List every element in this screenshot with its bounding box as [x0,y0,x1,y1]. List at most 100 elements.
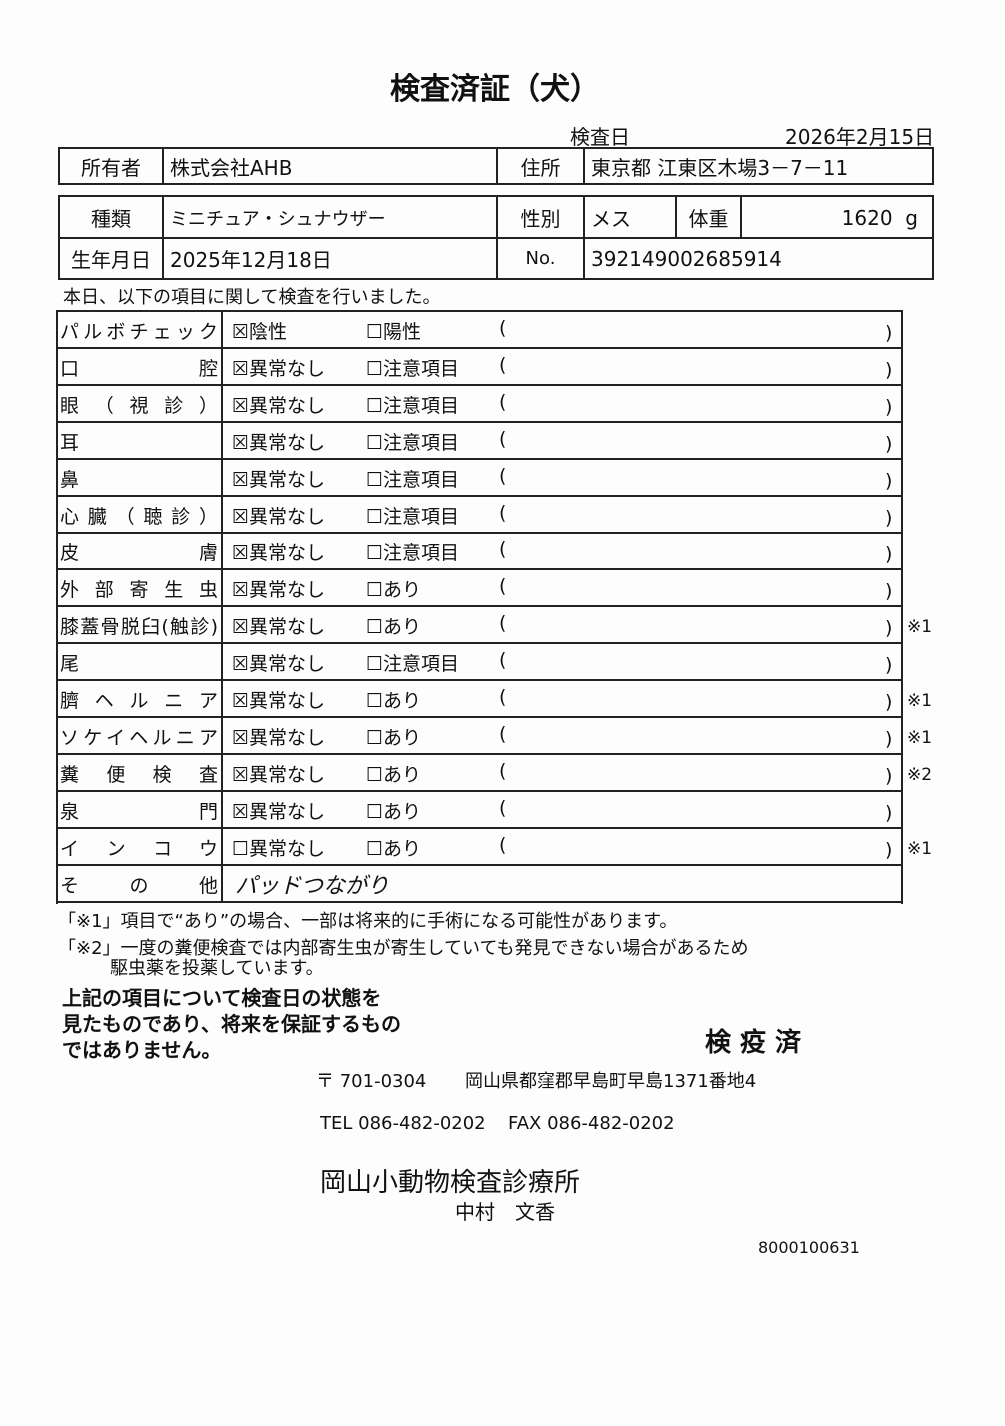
option-2[interactable]: ☐注意項目 [366,468,460,491]
checkbox-icon[interactable]: ☐ [366,431,384,454]
option-2[interactable]: ☐注意項目 [366,357,460,380]
checkbox-icon[interactable]: ☐ [366,653,384,676]
checkbox-icon[interactable]: ☐ [232,837,250,860]
exam-item-label: インコウ [60,837,218,860]
checkbox-icon[interactable]: ☐ [366,542,384,565]
checked-box-icon[interactable]: ☒ [232,505,250,528]
paren-close: ) [885,395,893,418]
checked-box-icon[interactable]: ☒ [232,616,250,639]
option-2[interactable]: ☐あり [366,690,422,712]
checkbox-icon[interactable]: ☐ [366,321,384,343]
paren-open: ( [499,427,507,450]
option-2[interactable]: ☐あり [366,763,422,786]
option-2[interactable]: ☐注意項目 [366,394,460,417]
checked-box-icon[interactable]: ☒ [232,726,250,749]
no-value: 392149002685914 [591,246,782,271]
option-2[interactable]: ☐あり [366,616,422,639]
option-2[interactable]: ☐注意項目 [366,542,460,565]
option-1[interactable]: ☒異常なし [232,579,326,602]
paren-close: ) [885,432,893,455]
checkbox-icon[interactable]: ☐ [366,505,384,528]
checked-box-icon[interactable]: ☒ [232,763,250,786]
paren-open: ( [499,686,507,708]
footnote-mark: ※1 [907,691,933,711]
option-2[interactable]: ☐あり [366,579,422,602]
checkbox-icon[interactable]: ☐ [366,468,384,491]
no-label: No. [498,239,585,278]
paren-close: ) [885,322,893,344]
footnote-mark: ※1 [907,838,933,859]
checked-box-icon[interactable]: ☒ [232,800,250,823]
address-value: 東京都 江東区木場3－7－11 [591,155,849,180]
option-1[interactable]: ☒異常なし [232,505,326,528]
option-1[interactable]: ☒異常なし [232,357,326,380]
option-2[interactable]: ☐あり [366,837,422,860]
checkbox-icon[interactable]: ☐ [366,726,384,749]
checked-box-icon[interactable]: ☒ [232,394,250,417]
checked-box-icon[interactable]: ☒ [232,468,250,491]
checked-box-icon[interactable]: ☒ [232,357,250,380]
paren-open: ( [499,833,507,856]
footnote-1: 「※1」項目で“あり”の場合、一部は将来的に手術になる可能性があります。 [58,911,678,932]
owner-table: 所有者 株式会社AHB 住所 東京都 江東区木場3－7－11 [58,147,934,185]
option-1[interactable]: ☒異常なし [232,394,326,417]
checked-box-icon[interactable]: ☒ [232,690,250,712]
option-2[interactable]: ☐注意項目 [366,505,460,528]
exam-row: ソケイヘルニア ☒異常なし ☐あり ( ) ※1 [57,717,932,755]
disclaimer: 上記の項目について検査日の状態を 見たものであり、将来を保証するもの ではありま… [62,986,401,1062]
option-1[interactable]: ☒異常なし [232,468,326,491]
checked-box-icon[interactable]: ☒ [232,542,250,565]
checked-box-icon[interactable]: ☒ [232,431,250,454]
exam-row: 皮膚 ☒異常なし ☐注意項目 ( ) [57,533,902,571]
option-2[interactable]: ☐あり [366,800,422,823]
checked-box-icon[interactable]: ☒ [232,321,250,343]
option-1[interactable]: ☒異常なし [232,726,326,749]
exam-row: インコウ ☐異常なし ☐あり ( ) ※1 [57,828,932,866]
paren-close: ) [885,801,893,824]
checked-box-icon[interactable]: ☒ [232,653,250,676]
checked-box-icon[interactable]: ☒ [232,579,250,602]
option-1[interactable]: ☒異常なし [232,763,326,786]
option-1[interactable]: ☐異常なし [232,837,326,860]
postal-code: 〒 701-0304 [316,1071,427,1092]
checkbox-icon[interactable]: ☐ [366,357,384,380]
checkbox-icon[interactable]: ☐ [366,690,384,712]
exam-row: 尾 ☒異常なし ☐注意項目 ( ) [57,644,902,682]
breed-value: ミニチュア・シュナウザー [164,197,498,238]
paren-close: ) [885,691,893,713]
option-2[interactable]: ☐注意項目 [366,653,460,676]
exam-row: 臍ヘルニア ☒異常なし ☐あり ( ) ※1 [57,681,932,718]
weight-value: 1620 [841,205,893,230]
exam-item-label: 皮膚 [60,542,218,565]
paren-open: ( [499,649,507,672]
exam-row: 糞便検査 ☒異常なし ☐あり ( ) ※2 [57,754,932,792]
birth-label: 生年月日 [60,239,164,278]
exam-item-label: 臍ヘルニア [60,690,218,712]
paren-open: ( [499,353,507,376]
option-1[interactable]: ☒陰性 [232,321,288,343]
document-number: 8000100631 [758,1238,860,1257]
exam-row: パルボチェック ☒陰性 ☐陽性 ( ) [57,312,902,349]
checkbox-icon[interactable]: ☐ [366,579,384,602]
option-1[interactable]: ☒異常なし [232,616,326,639]
option-1[interactable]: ☒異常なし [232,800,326,823]
option-1[interactable]: ☒異常なし [232,431,326,454]
checkbox-icon[interactable]: ☐ [366,800,384,823]
option-2[interactable]: ☐注意項目 [366,431,460,454]
option-2[interactable]: ☐陽性 [366,321,422,343]
checkbox-icon[interactable]: ☐ [366,616,384,639]
checkbox-icon[interactable]: ☐ [366,394,384,417]
paren-open: ( [499,317,507,339]
exam-row: 耳 ☒異常なし ☐注意項目 ( ) [57,422,902,460]
checkbox-icon[interactable]: ☐ [366,763,384,786]
address-label: 住所 [498,149,585,183]
paren-close: ) [885,617,893,640]
option-2[interactable]: ☐あり [366,726,422,749]
sex-value: メス [585,197,677,238]
owner-label: 所有者 [60,149,164,183]
option-1[interactable]: ☒異常なし [232,690,326,712]
option-1[interactable]: ☒異常なし [232,653,326,676]
checkbox-icon[interactable]: ☐ [366,837,384,860]
option-1[interactable]: ☒異常なし [232,542,326,565]
